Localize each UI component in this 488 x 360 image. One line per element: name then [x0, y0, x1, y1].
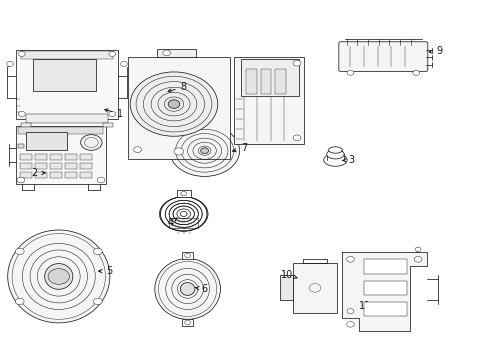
Ellipse shape — [155, 258, 220, 319]
Bar — [127, 57, 229, 158]
Bar — [20, 172, 31, 178]
Circle shape — [163, 50, 170, 56]
Circle shape — [93, 248, 102, 255]
Circle shape — [97, 177, 105, 183]
Circle shape — [346, 321, 354, 327]
Circle shape — [120, 62, 127, 66]
Circle shape — [17, 177, 25, 183]
Circle shape — [130, 72, 217, 136]
Bar — [20, 163, 31, 169]
Circle shape — [174, 148, 183, 155]
Bar — [275, 69, 285, 94]
Bar — [19, 144, 24, 148]
Circle shape — [292, 60, 300, 66]
Text: 7: 7 — [232, 143, 247, 153]
Bar — [233, 57, 304, 144]
Text: 3: 3 — [342, 156, 354, 165]
FancyBboxPatch shape — [338, 42, 427, 71]
Circle shape — [413, 256, 421, 262]
Circle shape — [109, 111, 116, 116]
Bar — [182, 319, 193, 326]
Bar — [157, 49, 196, 57]
Ellipse shape — [326, 150, 344, 159]
Text: 11: 11 — [358, 301, 370, 311]
Circle shape — [414, 247, 420, 251]
Circle shape — [81, 135, 102, 150]
Circle shape — [48, 269, 69, 284]
Circle shape — [181, 192, 186, 196]
Circle shape — [109, 51, 116, 57]
Circle shape — [133, 147, 141, 153]
Circle shape — [169, 125, 239, 176]
Ellipse shape — [159, 197, 207, 231]
Circle shape — [412, 70, 419, 75]
Text: 6: 6 — [195, 284, 207, 294]
Bar — [50, 154, 61, 160]
Bar — [19, 127, 103, 134]
Bar — [279, 275, 292, 300]
Circle shape — [184, 320, 190, 325]
Bar — [50, 172, 61, 178]
Circle shape — [19, 51, 25, 57]
Circle shape — [201, 148, 208, 154]
Bar — [80, 172, 92, 178]
Text: 5: 5 — [99, 266, 112, 276]
Ellipse shape — [8, 230, 110, 323]
Bar — [26, 132, 67, 150]
Ellipse shape — [323, 154, 346, 166]
Circle shape — [93, 298, 102, 305]
Ellipse shape — [44, 264, 73, 289]
Bar — [260, 69, 271, 94]
Bar — [21, 51, 113, 59]
Bar — [245, 69, 256, 94]
Bar — [241, 59, 299, 96]
Bar — [65, 172, 77, 178]
Circle shape — [346, 309, 353, 314]
Text: 2: 2 — [31, 168, 45, 178]
Bar — [26, 114, 108, 123]
Circle shape — [168, 100, 180, 108]
Polygon shape — [341, 252, 426, 331]
Bar — [35, 172, 46, 178]
Bar — [16, 126, 106, 184]
Ellipse shape — [328, 147, 342, 153]
Circle shape — [184, 253, 190, 257]
Circle shape — [15, 248, 24, 255]
Text: 4: 4 — [167, 218, 176, 228]
Bar — [103, 123, 113, 127]
Text: 1: 1 — [104, 109, 123, 119]
Bar — [169, 218, 198, 228]
Bar — [65, 154, 77, 160]
Bar — [35, 163, 46, 169]
Bar — [50, 163, 61, 169]
Circle shape — [346, 256, 354, 262]
Text: 10: 10 — [281, 270, 296, 280]
Bar — [65, 163, 77, 169]
Bar — [35, 154, 46, 160]
Circle shape — [7, 62, 14, 66]
Text: 8: 8 — [168, 82, 186, 92]
Circle shape — [346, 70, 353, 75]
Bar — [21, 123, 30, 127]
Bar — [363, 259, 407, 274]
Circle shape — [292, 135, 300, 141]
Ellipse shape — [180, 283, 195, 296]
Bar — [363, 281, 407, 295]
Circle shape — [15, 298, 24, 305]
Bar — [177, 190, 190, 197]
Text: 9: 9 — [428, 46, 441, 57]
Bar — [80, 154, 92, 160]
Bar — [292, 263, 336, 313]
Bar — [80, 163, 92, 169]
Bar — [33, 59, 96, 91]
Circle shape — [19, 111, 25, 116]
Bar — [20, 154, 31, 160]
Bar — [182, 252, 193, 258]
Bar — [363, 302, 407, 316]
Bar — [16, 50, 118, 119]
